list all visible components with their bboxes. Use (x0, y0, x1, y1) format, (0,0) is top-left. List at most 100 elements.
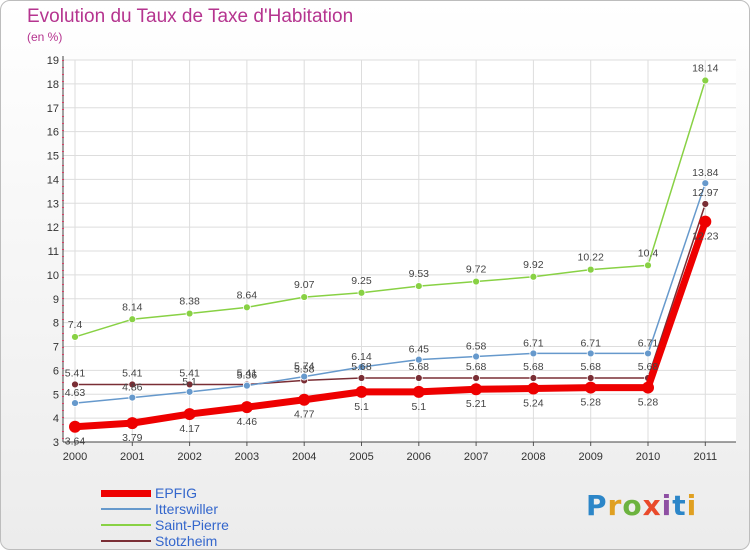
data-point (586, 349, 595, 358)
data-label: 5.41 (122, 367, 143, 379)
data-label: 5.68 (523, 361, 544, 373)
data-label: 5.28 (638, 397, 659, 409)
x-tick-label: 2007 (464, 451, 488, 463)
data-point (357, 288, 366, 297)
data-point (414, 282, 423, 290)
data-point (183, 408, 196, 421)
data-point (298, 393, 311, 406)
data-label: 6.71 (580, 337, 601, 349)
y-tick-label: 14 (47, 174, 59, 186)
x-tick-label: 2000 (63, 451, 87, 463)
legend-swatch (101, 489, 151, 497)
data-point (185, 309, 194, 318)
data-label: 4.63 (65, 387, 86, 399)
legend-label: Stotzheim (155, 533, 218, 549)
data-point (300, 293, 309, 301)
data-label: 4.86 (122, 382, 143, 394)
series-line-stotzheim (75, 203, 707, 386)
y-tick-label: 17 (47, 103, 59, 115)
legend-item: Saint-Pierre (101, 517, 229, 533)
data-point (701, 200, 710, 208)
x-tick-label: 2003 (235, 451, 259, 463)
y-tick-label: 6 (53, 365, 59, 377)
data-label: 9.72 (466, 264, 487, 276)
y-tick-label: 15 (47, 151, 59, 163)
data-point (240, 401, 253, 414)
data-label: 10.22 (578, 252, 604, 264)
chart-title: Evolution du Taux de Taxe d'Habitation (27, 6, 354, 27)
y-tick-label: 5 (53, 389, 59, 401)
data-point (527, 382, 540, 395)
data-label: 12.97 (692, 187, 718, 199)
data-label: 5.68 (580, 361, 601, 373)
y-tick-label: 3 (53, 437, 59, 449)
legend-label: EPFIG (155, 485, 198, 501)
data-label: 5.28 (580, 397, 601, 409)
data-label: 8.64 (237, 289, 258, 301)
x-tick-label: 2009 (578, 451, 602, 463)
data-label: 12.23 (692, 231, 718, 243)
y-tick-label: 11 (48, 246, 59, 258)
data-point (355, 385, 368, 398)
data-label: 18.14 (692, 63, 718, 75)
data-point (128, 315, 137, 324)
data-label: 5.21 (466, 398, 487, 410)
data-label: 5.41 (179, 367, 200, 379)
data-label: 5.68 (466, 361, 487, 373)
data-point (414, 355, 423, 364)
data-label: 9.07 (294, 279, 315, 291)
data-label: 5.58 (294, 363, 315, 375)
legend-item: Stotzheim (101, 533, 229, 549)
data-label: 4.17 (179, 423, 200, 435)
data-point (699, 215, 712, 228)
data-label: 5.68 (351, 361, 372, 373)
data-label: 5.68 (409, 361, 430, 373)
data-label: 4.46 (237, 416, 258, 428)
data-point (412, 385, 425, 398)
y-tick-label: 10 (47, 270, 59, 282)
legend-swatch (101, 524, 151, 526)
data-point (69, 420, 81, 433)
data-point (529, 272, 538, 281)
chart-legend: EPFIG Itterswiller Saint-Pierre Stotzheim (101, 485, 229, 549)
data-point (126, 417, 139, 430)
data-point (642, 381, 654, 394)
proxiti-logo: Proxiti (586, 489, 698, 522)
data-point (472, 277, 481, 286)
data-point (128, 393, 137, 402)
data-point (584, 381, 597, 394)
data-point (701, 179, 710, 188)
data-label: 6.71 (523, 337, 544, 349)
legend-swatch (101, 508, 151, 510)
legend-item: Itterswiller (101, 501, 229, 517)
data-label: 13.84 (692, 167, 718, 179)
data-label: 8.14 (122, 301, 143, 313)
data-label: 5.1 (411, 401, 426, 413)
data-point (300, 372, 309, 381)
x-tick-label: 2002 (177, 451, 201, 463)
data-label: 5.1 (182, 376, 197, 388)
x-tick-label: 2008 (521, 451, 545, 463)
data-point (71, 399, 79, 407)
data-point (71, 333, 79, 341)
series-line-itterswiller (74, 182, 707, 404)
x-tick-label: 2006 (407, 451, 431, 463)
legend-label: Itterswiller (155, 501, 219, 517)
chart-unit: (en %) (27, 30, 63, 44)
data-label: 5.74 (294, 361, 315, 373)
y-tick-label: 12 (47, 222, 59, 234)
data-label: 4.77 (294, 409, 315, 421)
y-tick-label: 16 (47, 127, 59, 139)
data-label: 3.79 (122, 432, 143, 444)
data-point (644, 261, 652, 270)
data-point (357, 374, 366, 382)
y-tick-label: 4 (53, 413, 59, 425)
x-tick-label: 2010 (636, 451, 660, 463)
data-label: 10.4 (638, 247, 659, 259)
data-point (242, 303, 251, 312)
data-label: 6.14 (351, 351, 372, 363)
y-tick-label: 7 (53, 342, 59, 354)
series-line-epfig (74, 220, 709, 431)
data-point (586, 265, 595, 274)
